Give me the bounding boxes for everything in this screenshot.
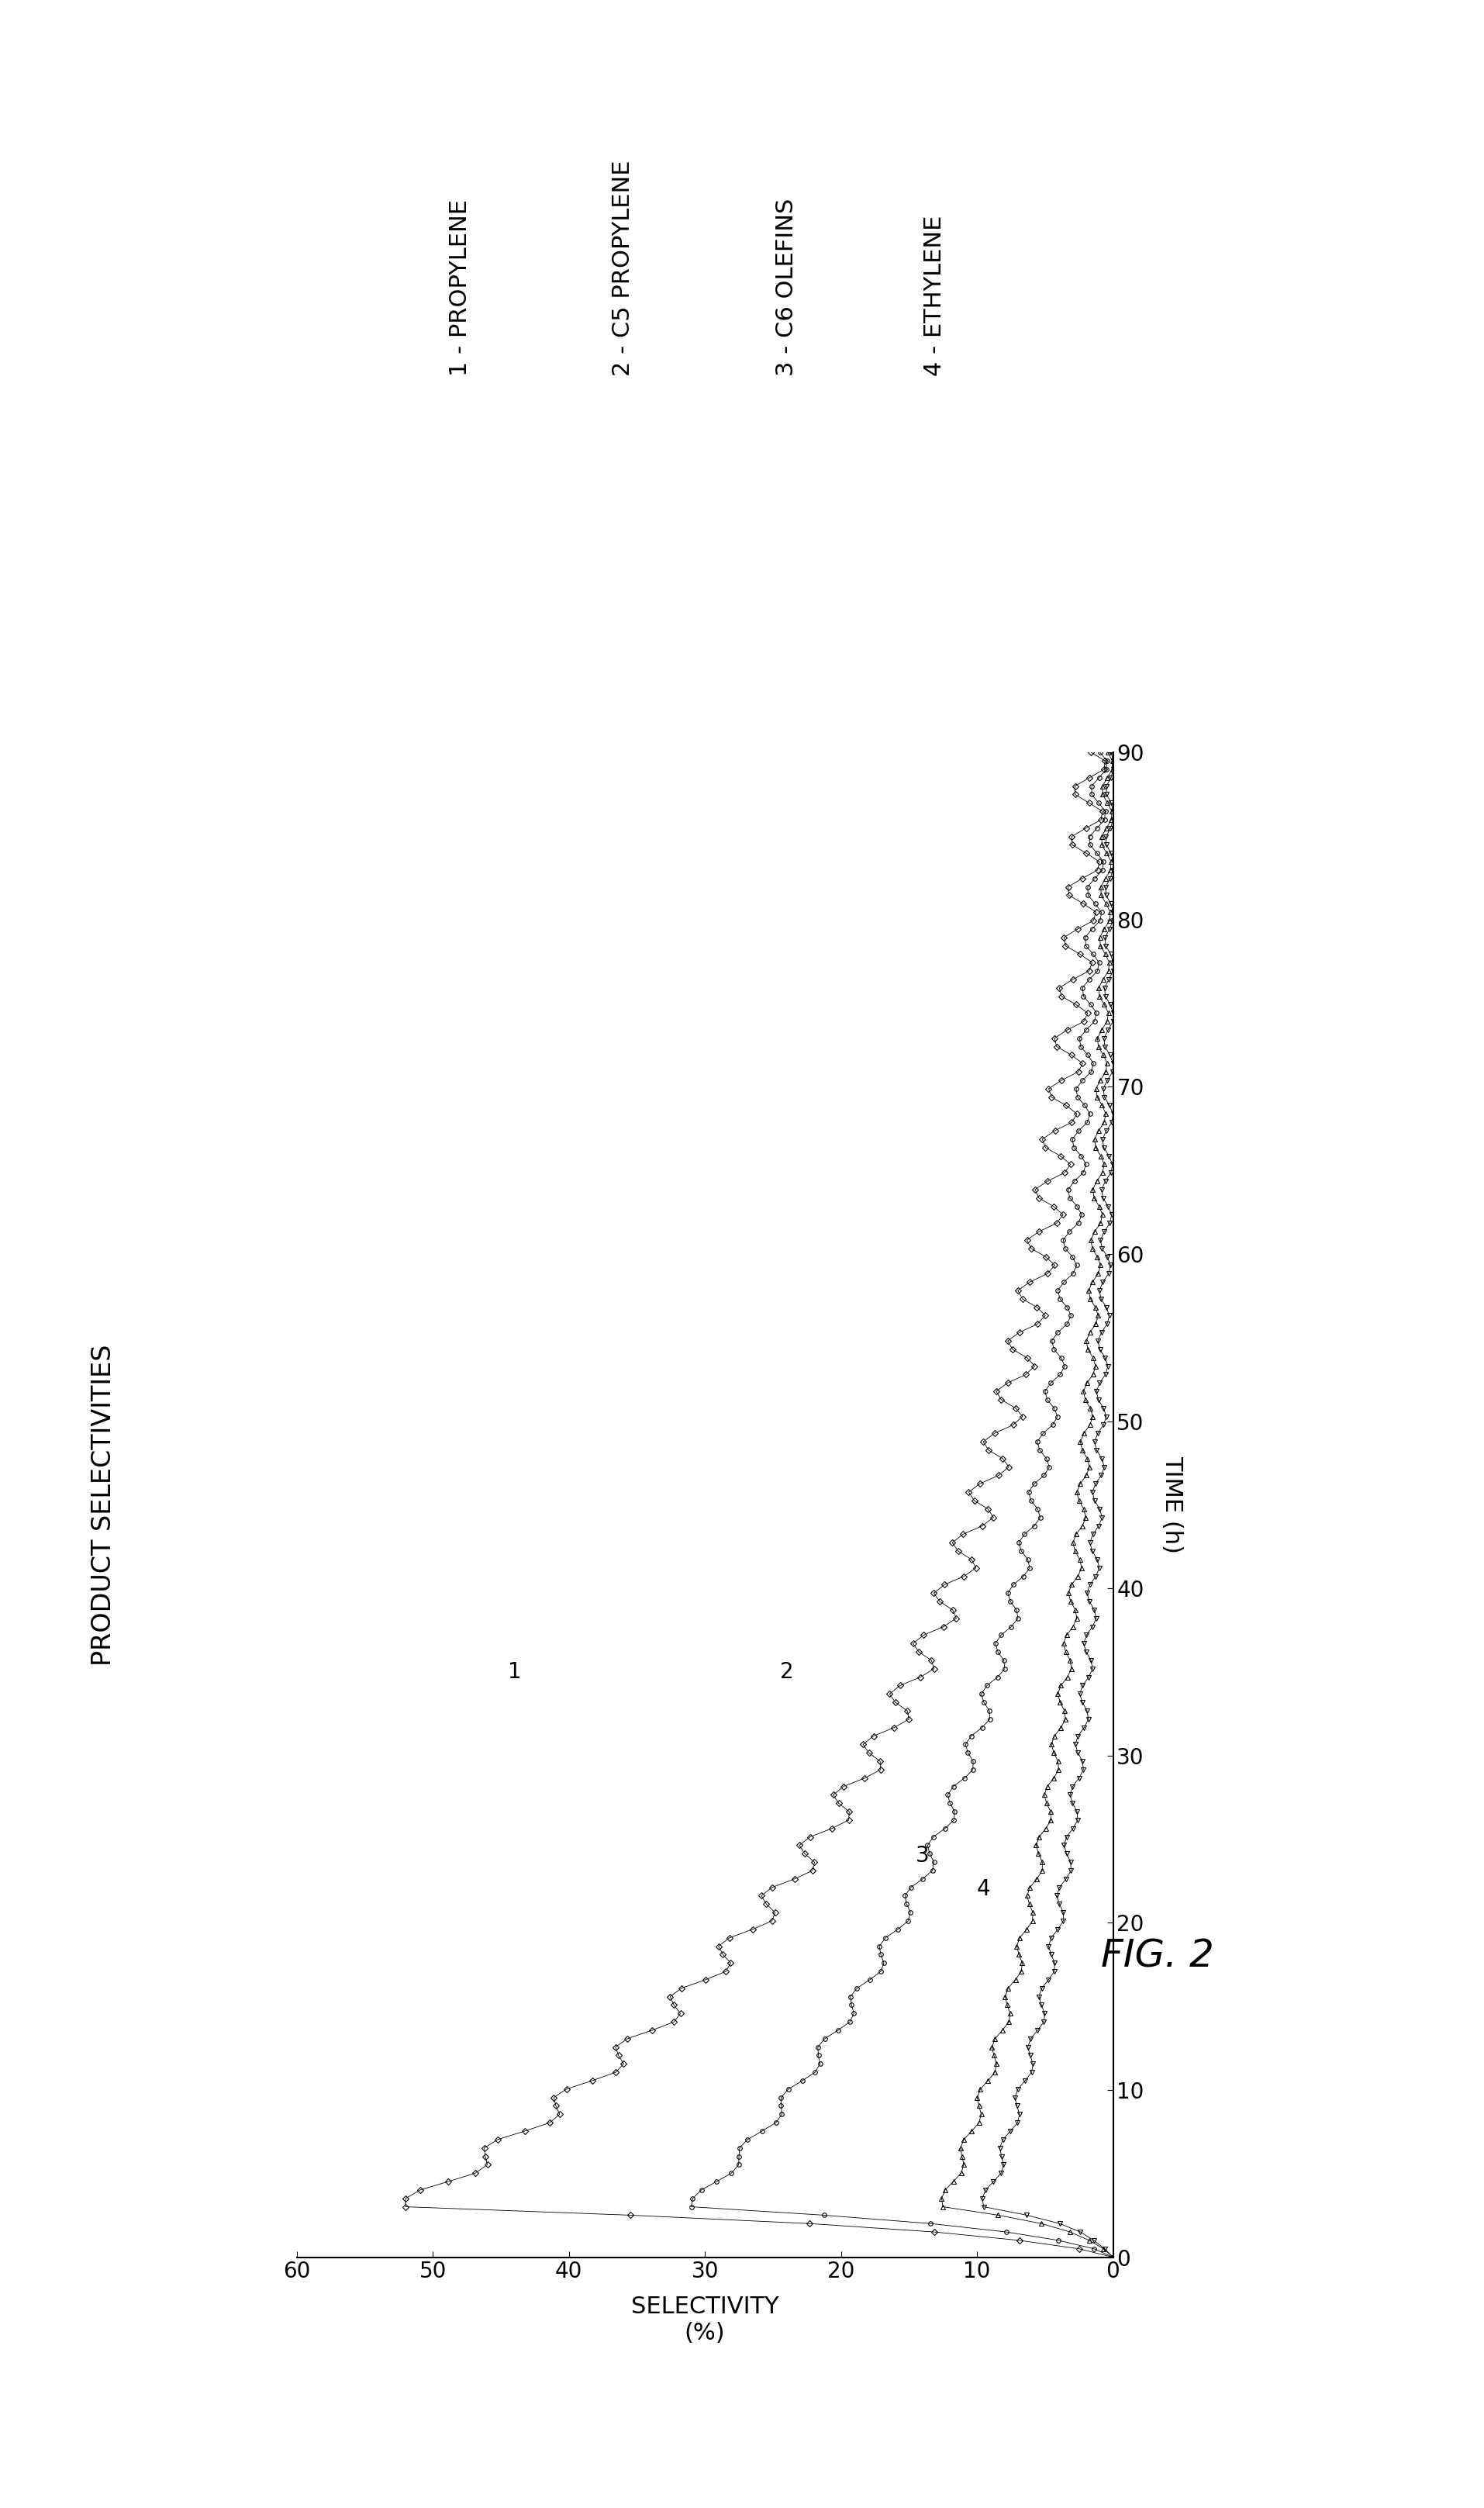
Y-axis label: TIME (h): TIME (h) bbox=[1160, 1457, 1183, 1552]
Text: 1 - PROPYLENE: 1 - PROPYLENE bbox=[448, 198, 472, 376]
Text: PRODUCT SELECTIVITIES: PRODUCT SELECTIVITIES bbox=[91, 1344, 117, 1665]
X-axis label: SELECTIVITY
(%): SELECTIVITY (%) bbox=[631, 2295, 779, 2345]
Text: 2 - C5 PROPYLENE: 2 - C5 PROPYLENE bbox=[611, 161, 635, 376]
Text: 3: 3 bbox=[916, 1846, 929, 1866]
Text: 2: 2 bbox=[779, 1660, 794, 1683]
Text: 3 - C6 OLEFINS: 3 - C6 OLEFINS bbox=[775, 198, 798, 376]
Text: 4: 4 bbox=[976, 1878, 991, 1901]
Text: 1: 1 bbox=[508, 1660, 521, 1683]
Text: FIG. 2: FIG. 2 bbox=[1101, 1939, 1214, 1974]
Text: 4 - ETHYLENE: 4 - ETHYLENE bbox=[923, 216, 947, 376]
